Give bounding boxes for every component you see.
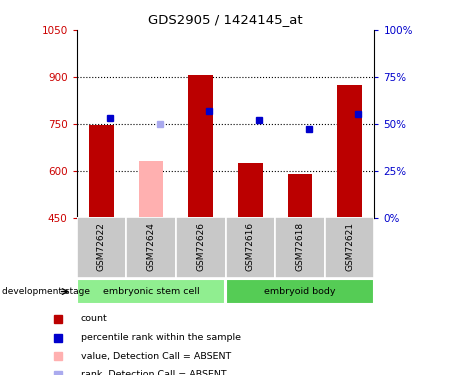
Bar [288, 174, 312, 217]
Text: GSM72624: GSM72624 [147, 222, 156, 271]
Bar [126, 217, 176, 278]
Text: GSM72626: GSM72626 [196, 222, 205, 271]
Bar [226, 279, 374, 304]
Text: GSM72621: GSM72621 [345, 222, 354, 271]
Text: count: count [81, 314, 108, 323]
Bar [139, 161, 164, 218]
Bar [189, 75, 213, 217]
Text: embryoid body: embryoid body [264, 287, 336, 296]
Bar [337, 85, 362, 218]
Text: percentile rank within the sample: percentile rank within the sample [81, 333, 241, 342]
Bar [275, 217, 325, 278]
Text: rank, Detection Call = ABSENT: rank, Detection Call = ABSENT [81, 370, 226, 375]
Text: embryonic stem cell: embryonic stem cell [103, 287, 199, 296]
Text: GSM72618: GSM72618 [295, 222, 304, 271]
Bar [238, 163, 262, 218]
Text: GSM72622: GSM72622 [97, 222, 106, 271]
Text: development stage: development stage [2, 287, 90, 296]
Bar [77, 217, 126, 278]
Text: GDS2905 / 1424145_at: GDS2905 / 1424145_at [148, 13, 303, 26]
Bar [226, 217, 275, 278]
Text: GSM72616: GSM72616 [246, 222, 255, 271]
Bar [325, 217, 374, 278]
Bar [77, 279, 226, 304]
Bar [89, 125, 114, 218]
Text: value, Detection Call = ABSENT: value, Detection Call = ABSENT [81, 352, 231, 361]
Bar [176, 217, 226, 278]
